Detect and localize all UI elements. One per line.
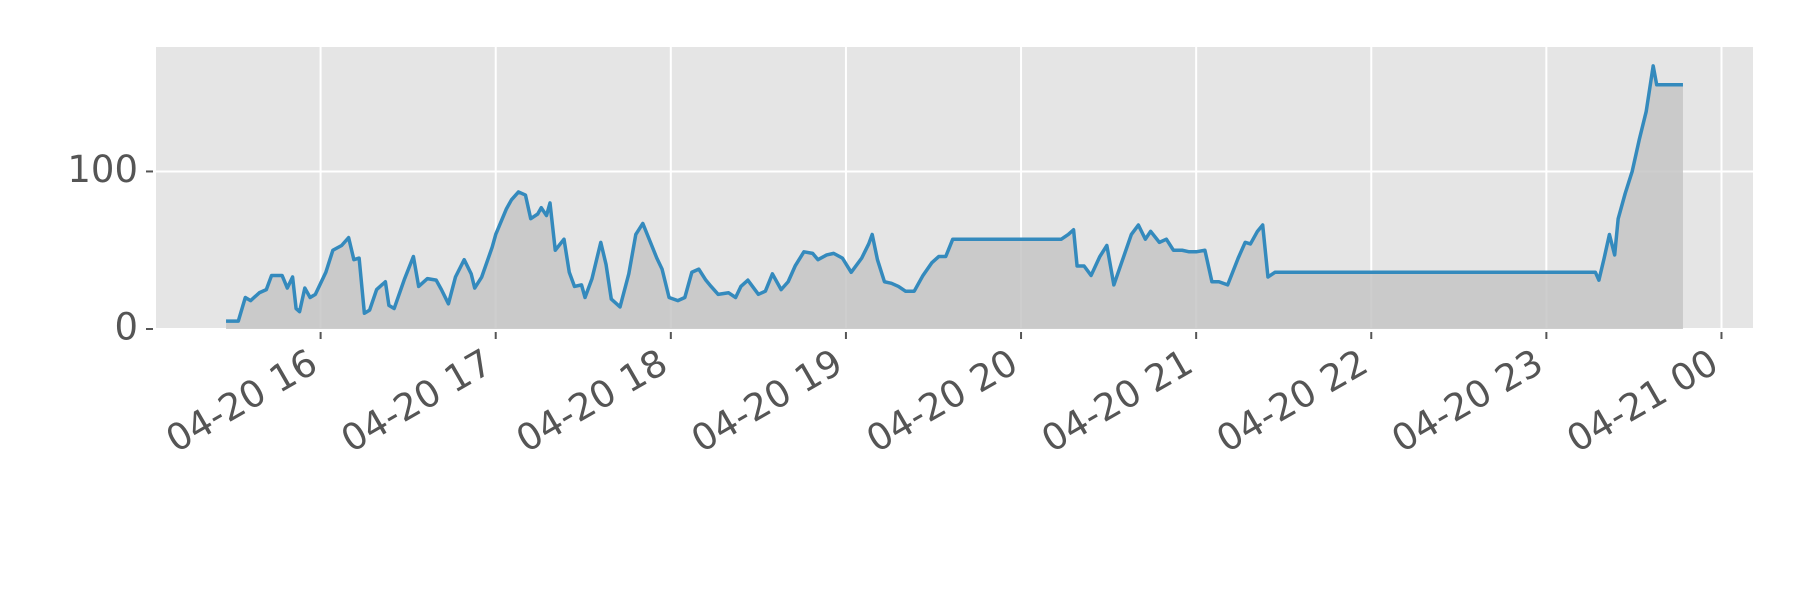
x-tick-label: 04-20 21 (1034, 341, 1200, 461)
x-tick-label: 04-20 16 (159, 341, 325, 461)
area (226, 65, 1683, 329)
x-tick-label: 04-20 17 (334, 341, 500, 461)
x-tick-label: 04-20 22 (1209, 341, 1375, 461)
x-tick-label: 04-20 18 (509, 341, 675, 461)
x-tick-label: 04-20 19 (684, 341, 850, 461)
x-tick-label: 04-21 00 (1560, 341, 1726, 461)
y-tick-label: 100 (67, 148, 138, 191)
line (226, 64, 1683, 323)
x-tick-label: 04-20 23 (1385, 341, 1551, 461)
x-tick-label: 04-20 20 (859, 341, 1025, 461)
y-tick-label: 0 (114, 306, 138, 349)
